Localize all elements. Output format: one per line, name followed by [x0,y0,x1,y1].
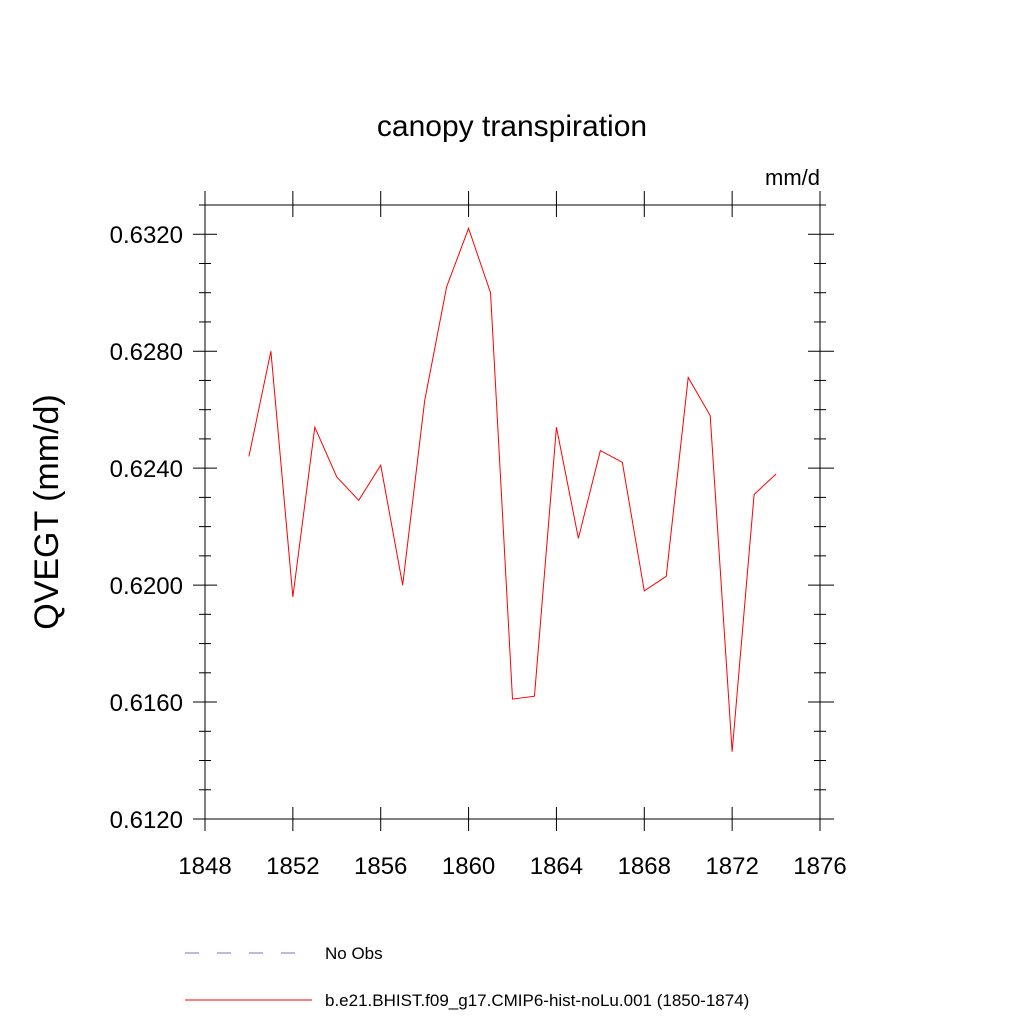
y-tick-label: 0.6280 [110,339,183,366]
x-tick-label: 1860 [442,853,495,880]
y-tick-label: 0.6120 [110,807,183,834]
plot-frame [204,204,821,820]
series-group [248,226,777,752]
x-tick-label: 1864 [530,853,583,880]
units-label: mm/d [765,165,820,190]
series-line-0 [248,226,777,752]
legend-label-no-obs: No Obs [325,944,383,963]
y-axis-label: QVEGT (mm/d) [28,394,66,630]
x-axis-ticks [204,191,821,831]
y-tick-label: 0.6160 [110,690,183,717]
legend-label-model-run: b.e21.BHIST.f09_g17.CMIP6-hist-noLu.001 … [325,991,749,1010]
y-axis-ticks [193,204,834,820]
y-tick-label: 0.6200 [110,573,183,600]
chart-title: canopy transpiration [377,110,647,143]
y-axis-tick-labels: 0.6120 0.6160 0.6200 0.6240 0.6280 0.6320 [110,222,183,834]
x-tick-label: 1876 [793,853,846,880]
y-tick-label: 0.6320 [110,222,183,249]
x-tick-label: 1872 [705,853,758,880]
x-tick-label: 1848 [178,853,231,880]
legend: No Obs b.e21.BHIST.f09_g17.CMIP6-hist-no… [185,944,749,1010]
x-axis-tick-labels: 1848 1852 1856 1860 1864 1868 1872 1876 [178,853,846,880]
x-tick-label: 1856 [354,853,407,880]
x-tick-label: 1868 [618,853,671,880]
x-tick-label: 1852 [266,853,319,880]
y-tick-label: 0.6240 [110,456,183,483]
